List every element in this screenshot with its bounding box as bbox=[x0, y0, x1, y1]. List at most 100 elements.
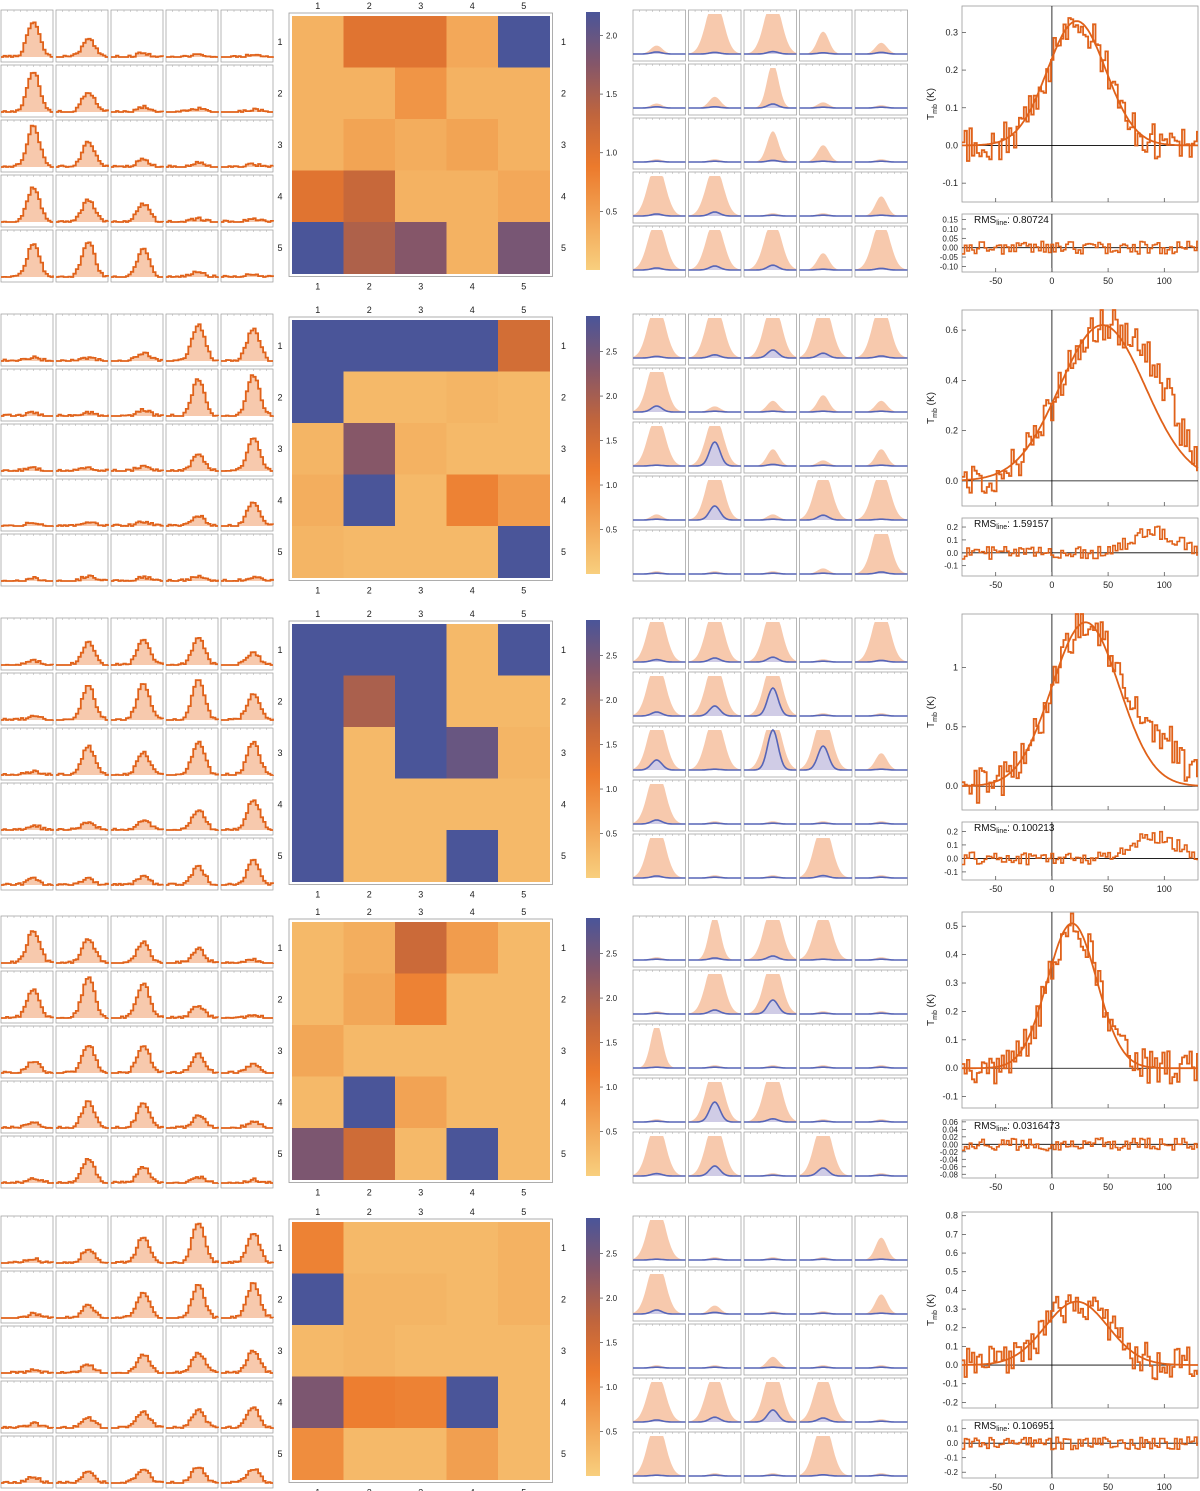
model-thumbnail bbox=[688, 1377, 742, 1430]
thumbnail-spectrum bbox=[0, 970, 54, 1024]
heatmap-bottom-tick: 2 bbox=[367, 1188, 372, 1198]
model-fill-blue bbox=[799, 1168, 852, 1176]
model-thumbnail bbox=[799, 529, 853, 582]
spectrum-line bbox=[1, 21, 53, 58]
thumbnail-spectrum bbox=[165, 423, 219, 477]
heatmap-cell bbox=[292, 922, 344, 974]
spectrum-fill bbox=[111, 203, 163, 222]
spectrum-line bbox=[56, 821, 108, 831]
model-thumbnail bbox=[854, 671, 908, 724]
model-fill-orange bbox=[744, 14, 797, 54]
spectrum-line bbox=[1, 930, 54, 964]
heatmap-bottom-tick: 2 bbox=[367, 890, 372, 900]
heatmap-cell bbox=[292, 16, 344, 68]
colorbar-tick-label: 1.5 bbox=[606, 437, 618, 446]
model-thumbnail bbox=[799, 367, 853, 420]
thumbnail-spectrum bbox=[55, 672, 109, 726]
y-tick-label: 0.4 bbox=[945, 1285, 958, 1295]
model-fill-blue bbox=[855, 268, 908, 270]
thumbnail-spectrum bbox=[220, 1435, 274, 1489]
colorbar: 0.5 1.0 1.5 2.0 2.5 bbox=[586, 316, 618, 574]
model-line-blue bbox=[855, 106, 908, 109]
thumbnail-frame bbox=[0, 1270, 54, 1324]
model-line-blue bbox=[799, 52, 852, 55]
y-tick-label: 0.0 bbox=[945, 1360, 958, 1370]
heatmap-cell bbox=[395, 1222, 447, 1274]
y-tick-label: 0.0 bbox=[945, 476, 958, 486]
model-line-blue bbox=[688, 768, 741, 771]
heatmap-cell bbox=[446, 371, 499, 424]
heatmap-cell bbox=[446, 222, 499, 274]
thumbnail-frame bbox=[165, 119, 219, 173]
heatmap-bottom-tick: 1 bbox=[315, 1188, 320, 1198]
heatmap-panel: 1 1 1 1 2 2 2 2 3 3 3 3 4 4 4 4 5 5 5 5 bbox=[277, 907, 566, 1198]
spectrum-line bbox=[111, 750, 164, 776]
model-line-blue bbox=[855, 355, 908, 359]
model-fill-orange bbox=[744, 1082, 797, 1122]
heatmap-cell bbox=[395, 1128, 447, 1180]
model-thumbnail bbox=[688, 171, 742, 224]
model-fill-orange bbox=[633, 514, 686, 520]
spectrum-fill bbox=[1, 1178, 53, 1183]
model-fill-orange bbox=[799, 920, 852, 960]
heatmap-cell bbox=[498, 16, 550, 68]
spectrum-line bbox=[111, 1236, 164, 1264]
thumbnail-spectrum bbox=[110, 970, 164, 1024]
spectrum-line bbox=[1, 521, 54, 527]
model-line-blue bbox=[688, 441, 741, 467]
heatmap-left-tick: 4 bbox=[277, 495, 282, 505]
model-line-blue bbox=[633, 1474, 686, 1477]
model-thumbnail bbox=[688, 367, 742, 420]
model-thumbnail bbox=[854, 529, 908, 582]
heatmap-cell bbox=[498, 1076, 550, 1129]
model-fill-blue bbox=[688, 1102, 741, 1122]
spectrum-fill bbox=[111, 1469, 163, 1483]
model-line-blue bbox=[633, 1120, 686, 1123]
model-thumbnail bbox=[854, 1323, 908, 1376]
thumbnail-frame bbox=[220, 64, 274, 118]
thumbnail-spectrum bbox=[220, 9, 274, 63]
heatmap-cell bbox=[395, 320, 447, 372]
model-thumbnail bbox=[632, 1269, 686, 1322]
heatmap-cell bbox=[446, 474, 499, 527]
spectrum-fill bbox=[56, 977, 108, 1018]
model-thumbnail bbox=[632, 313, 686, 366]
model-fill-orange bbox=[688, 974, 741, 1014]
residual-y-tick-label: 0.2 bbox=[947, 523, 959, 532]
heatmap-left-tick: 1 bbox=[277, 1243, 282, 1253]
model-thumbnail bbox=[688, 475, 742, 528]
thumbnail-spectrum bbox=[110, 1215, 164, 1269]
spectrum-line bbox=[56, 1470, 109, 1484]
heatmap-bottom-tick: 5 bbox=[521, 1188, 526, 1198]
heatmap-cell bbox=[343, 1273, 396, 1326]
model-fill-blue bbox=[744, 1000, 797, 1014]
model-thumbnail bbox=[854, 1215, 908, 1268]
model-line-blue bbox=[744, 103, 797, 109]
model-fill-blue bbox=[633, 820, 686, 824]
heatmap-cell bbox=[395, 830, 447, 882]
model-thumbnail bbox=[743, 915, 797, 968]
model-line-blue bbox=[688, 1066, 741, 1069]
heatmap-cell bbox=[498, 1128, 550, 1180]
residual-x-tick-label: 0 bbox=[1049, 580, 1054, 590]
model-thumbnail bbox=[799, 421, 853, 474]
residual-y-tick-label: -0.06 bbox=[940, 1163, 959, 1172]
spectrum-fill bbox=[111, 941, 163, 963]
heatmap-cell bbox=[343, 474, 396, 527]
spectrum-fill bbox=[166, 1352, 218, 1373]
model-fill-blue bbox=[799, 1418, 852, 1422]
heatmap-cell bbox=[498, 1273, 550, 1326]
colorbar: 0.5 1.0 1.5 2.0 2.5 bbox=[586, 620, 618, 878]
heatmap-right-tick: 1 bbox=[561, 943, 566, 953]
model-line-blue bbox=[688, 353, 741, 359]
model-line-blue bbox=[744, 349, 797, 359]
residual-x-tick-label: 100 bbox=[1157, 580, 1172, 590]
thumbnail-spectrum bbox=[0, 1025, 54, 1079]
thumbnail-spectrum bbox=[165, 533, 219, 587]
thumbnail-spectrum bbox=[55, 423, 109, 477]
model-thumbnail bbox=[799, 1431, 853, 1484]
heatmap-bottom-tick: 5 bbox=[521, 282, 526, 292]
model-fill-orange bbox=[799, 395, 852, 412]
heatmap-cell bbox=[395, 1376, 447, 1429]
model-fill-orange bbox=[633, 730, 686, 770]
